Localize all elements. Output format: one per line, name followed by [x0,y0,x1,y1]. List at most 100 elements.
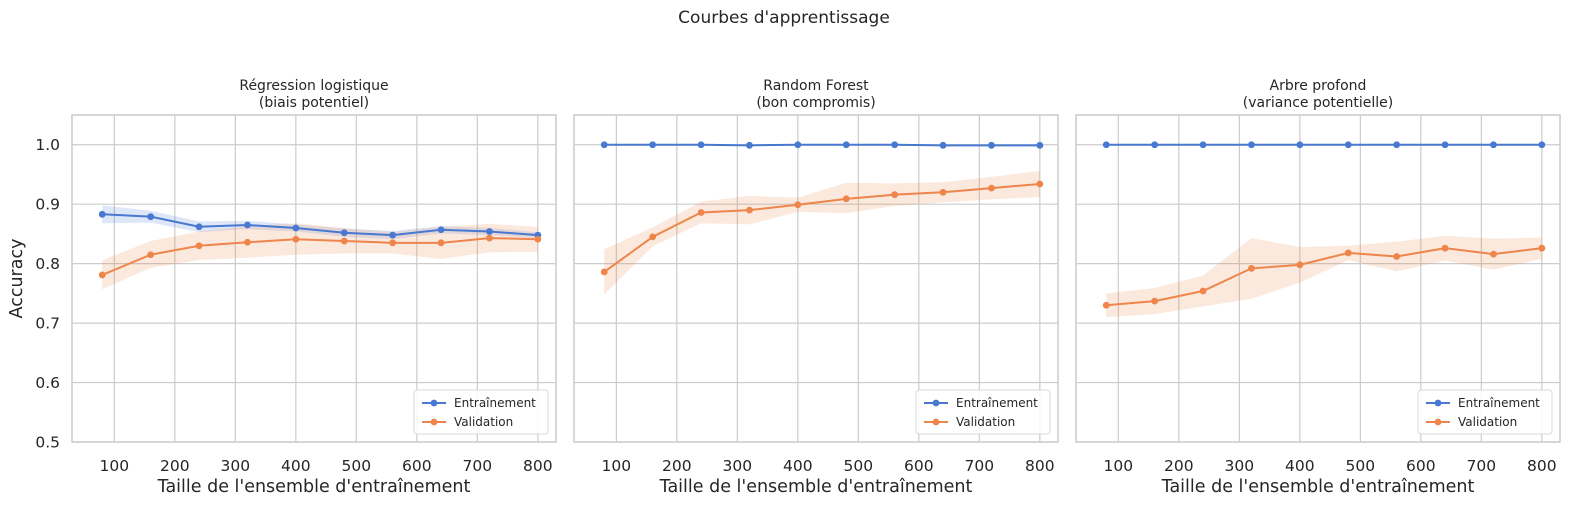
data-point-train [437,226,445,234]
data-point-validation [988,184,995,192]
data-point-train [244,221,251,229]
data-point-train [340,229,348,237]
data-point-validation [794,201,802,209]
plot-frame [1075,114,1561,443]
y-tick-label: 1.0 [35,136,60,154]
data-point-validation [891,191,899,199]
data-point-train [1036,141,1044,149]
data-point-train [794,141,802,149]
data-point-validation [1296,261,1304,269]
x-tick-label: 300 [723,457,753,475]
x-tick-label: 100 [100,457,130,475]
x-tick-label: 200 [1164,457,1194,475]
plot-frame [71,114,557,443]
data-point-train [1490,141,1497,149]
legend: Entraînement Validation [413,389,549,435]
data-point-validation [746,206,753,214]
x-axis-label: Taille de l'ensemble d'entraînement [659,477,973,497]
data-point-train [486,228,493,235]
panel-subtitle: (bon compromis) [756,95,875,111]
legend-marker-validation [932,418,940,426]
data-point-validation [1344,249,1352,257]
series-line-validation [603,182,1040,273]
x-tick-label: 600 [904,457,934,475]
data-point-train [600,141,608,149]
y-tick-label: 0.5 [35,434,60,452]
data-point-train [1538,141,1546,149]
x-tick-label: 200 [662,457,692,475]
data-point-train [292,224,300,232]
x-tick-label: 400 [281,457,311,475]
legend-label-validation: Validation [454,415,513,429]
x-tick-label: 500 [844,457,874,475]
legend-box [915,389,1051,435]
y-tick-label: 0.9 [35,196,60,214]
data-point-train [1393,141,1401,149]
legend-label-validation: Validation [1458,415,1517,429]
series-band-validation [102,223,538,290]
x-tick-label: 500 [342,457,372,475]
data-point-train [98,210,106,218]
x-tick-label: 800 [523,457,553,475]
legend-label-train: Entraînement [956,396,1038,410]
data-point-train [1248,141,1255,149]
data-point-validation [1441,244,1449,252]
legend-box [413,389,549,435]
data-point-validation [244,238,251,246]
data-point-train [842,141,850,149]
data-point-validation [292,235,300,243]
x-tick-label: 100 [602,457,632,475]
chart-panel-3: 100 200 300 400 500 600 700 800 Arbre profond(va… [1075,78,1561,497]
data-point-train [1296,141,1304,149]
x-tick-label: 400 [1285,457,1315,475]
x-tick-label: 600 [402,457,432,475]
legend-box [1417,389,1553,435]
y-axis-label: Accuracy [7,239,27,319]
data-point-validation [437,239,445,247]
series-line-validation [101,237,538,276]
data-point-validation [486,234,493,242]
data-point-train [988,141,995,149]
x-tick-label: 300 [1225,457,1255,475]
data-point-validation [389,239,397,247]
data-point-train [939,141,947,149]
data-point-train [1102,141,1110,149]
data-point-validation [1036,180,1044,188]
data-point-train [1199,141,1207,149]
plot-frame [573,114,1059,443]
data-point-validation [697,209,705,216]
x-axis-label: Taille de l'ensemble d'entraînement [1161,477,1475,497]
x-tick-label: 700 [1467,457,1497,475]
panel-title: Régression logistique [239,78,388,94]
legend-label-train: Entraînement [1458,396,1540,410]
y-tick-label: 0.7 [35,315,60,333]
x-tick-label: 500 [1346,457,1376,475]
x-tick-label: 400 [783,457,813,475]
data-point-train [649,141,657,149]
series-line-validation [1106,247,1542,307]
data-point-validation [1199,287,1207,295]
chart-panel-1: 100 200 300 400 500 600 700 800 0.5 0.6 0.7 0.8 0.9 1… [7,78,557,497]
data-point-train [1344,141,1352,149]
data-point-validation [147,251,155,259]
panel-title: Random Forest [763,78,869,94]
data-point-validation [534,235,542,243]
chart-panel-2: 100 200 300 400 500 600 700 800 Random Forest(bo… [573,78,1059,497]
data-point-train [147,213,155,221]
data-point-validation [649,233,657,241]
data-point-validation [1490,250,1497,258]
x-tick-label: 100 [1104,457,1134,475]
figure-title: Courbes d'apprentissage [678,8,890,28]
data-point-validation [1538,244,1546,252]
x-tick-label: 600 [1406,457,1436,475]
y-tick-label: 0.6 [35,374,60,392]
series-band-validation [1106,235,1542,318]
data-point-train [697,141,705,149]
legend-marker-validation [430,418,438,426]
legend-marker-train [932,399,940,407]
x-axis-label: Taille de l'ensemble d'entraînement [157,477,471,497]
data-point-validation [1393,253,1401,260]
legend: Entraînement Validation [1417,389,1553,435]
data-point-validation [1151,297,1159,305]
